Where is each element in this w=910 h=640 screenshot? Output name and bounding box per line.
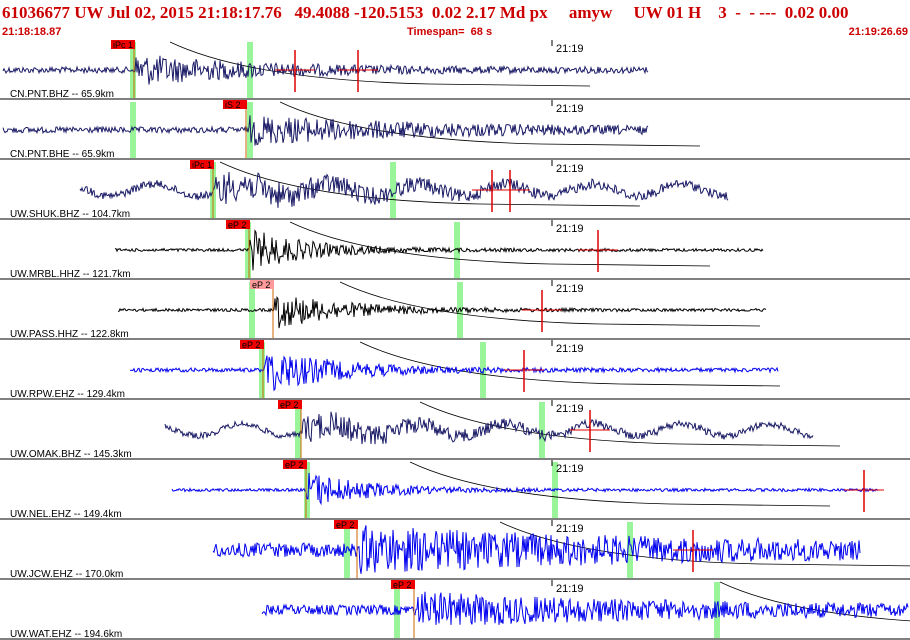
time-tick-label: 21:19: [556, 223, 584, 235]
moveout-curve: [719, 581, 910, 622]
channel-label: UW.NEL.EHZ -- 149.4km: [10, 509, 122, 520]
channel-row[interactable]: 21:19 eP 2 UW.RPW.EHZ -- 129.4km: [0, 340, 910, 400]
phase-marker: [390, 162, 396, 218]
moveout-curve: [289, 221, 711, 267]
pick-flag-label: eP 2: [285, 460, 303, 470]
pick-flag[interactable]: [226, 220, 250, 229]
time-tick-label: 21:19: [556, 583, 584, 595]
channel-row[interactable]: 21:19 iS 2 CN.PNT.BHE -- 65.9km: [0, 100, 910, 160]
seismogram-trace: [212, 525, 861, 574]
phase-marker: [130, 42, 136, 98]
channel-label: CN.PNT.BHE -- 65.9km: [10, 149, 114, 160]
pick-flag[interactable]: [391, 580, 415, 589]
seismogram-trace: [2, 115, 649, 146]
pick-flag-label: eP 2: [242, 340, 260, 350]
moveout-curve: [419, 401, 841, 447]
waveform-panel[interactable]: 21:19 iPc 1 CN.PNT.BHZ -- 65.9km 21:19 iS 2 C…: [0, 40, 910, 640]
time-tick-label: 21:19: [556, 43, 584, 55]
phase-marker: [344, 522, 350, 578]
seismogram-trace: [2, 55, 649, 85]
moveout-curve: [169, 41, 591, 87]
channel-row[interactable]: 21:19 eP 2 UW.PASS.HHZ -- 122.8km: [0, 280, 910, 340]
time-tick-label: 21:19: [556, 283, 584, 295]
time-tick-label: 21:19: [556, 163, 584, 175]
seismogram-trace: [117, 296, 767, 329]
channel-label: UW.WAT.EHZ -- 194.6km: [10, 629, 122, 640]
seismogram-trace: [171, 472, 879, 506]
channel-label: UW.SHUK.BHZ -- 104.7km: [10, 209, 130, 220]
pick-flag[interactable]: [283, 460, 307, 469]
phase-marker: [295, 402, 301, 458]
channel-label: UW.PASS.HHZ -- 122.8km: [10, 329, 129, 340]
event-header: 61036677 UW Jul 02, 2015 21:18:17.76 49.…: [0, 0, 910, 40]
pick-flag-label: eP 2: [252, 280, 270, 290]
pick-flag-label: eP 2: [228, 220, 246, 230]
moveout-curve: [339, 281, 761, 327]
phase-marker: [247, 102, 253, 158]
phase-marker: [480, 342, 486, 398]
channel-label: UW.MRBL.HHZ -- 121.7km: [10, 269, 131, 280]
pick-flag-label: iPc 1: [192, 160, 212, 170]
seismogram-trace: [129, 355, 779, 392]
end-time: 21:19:26.69: [848, 26, 908, 38]
seismogram-trace: [261, 591, 909, 625]
pick-flag[interactable]: [111, 40, 135, 49]
phase-marker: [552, 462, 558, 518]
pick-flag-label: iS 2: [225, 100, 241, 110]
channel-row[interactable]: 21:19 eP 2 UW.NEL.EHZ -- 149.4km: [0, 460, 910, 520]
seismogram-trace: [79, 171, 729, 208]
start-time: 21:18:18.87: [2, 26, 62, 38]
moveout-curve: [219, 161, 641, 207]
phase-marker: [304, 462, 310, 518]
time-tick-label: 21:19: [556, 523, 584, 535]
channel-row[interactable]: 21:19 eP 2 UW.WAT.EHZ -- 194.6km: [0, 580, 910, 640]
seismogram-trace: [114, 229, 764, 271]
time-tick-label: 21:19: [556, 403, 584, 415]
moveout-curve: [279, 101, 701, 147]
moveout-curve: [409, 461, 831, 507]
time-tick-label: 21:19: [556, 343, 584, 355]
pick-flag-label: eP 2: [336, 520, 354, 530]
channel-row[interactable]: 21:19 eP 2 UW.JCW.EHZ -- 170.0km: [0, 520, 910, 580]
phase-marker: [249, 282, 255, 338]
phase-marker: [457, 282, 463, 338]
event-title: 61036677 UW Jul 02, 2015 21:18:17.76 49.…: [2, 3, 849, 22]
pick-flag[interactable]: [190, 160, 214, 169]
channel-row[interactable]: 21:19 eP 2 UW.MRBL.HHZ -- 121.7km: [0, 220, 910, 280]
channel-label: UW.RPW.EHZ -- 129.4km: [10, 389, 125, 400]
pick-flag[interactable]: [334, 520, 358, 529]
pick-flag-label: eP 2: [280, 400, 298, 410]
phase-marker: [247, 42, 253, 98]
channel-row[interactable]: 21:19 iPc 1 CN.PNT.BHZ -- 65.9km: [0, 40, 910, 100]
channel-label: CN.PNT.BHZ -- 65.9km: [10, 89, 114, 100]
pick-flag-label: iPc 1: [113, 40, 133, 50]
pick-flag[interactable]: [250, 280, 274, 289]
timespan: Timespan= 68 s: [407, 26, 493, 38]
seismogram-trace: [164, 411, 814, 445]
time-tick-label: 21:19: [556, 463, 584, 475]
phase-marker: [627, 522, 633, 578]
pick-flag-label: eP 2: [393, 580, 411, 590]
phase-marker: [245, 222, 251, 278]
time-tick-label: 21:19: [556, 103, 584, 115]
pick-flag[interactable]: [240, 340, 264, 349]
channel-label: UW.OMAK.BHZ -- 145.3km: [10, 449, 132, 460]
channel-row[interactable]: 21:19 eP 2 UW.OMAK.BHZ -- 145.3km: [0, 400, 910, 460]
pick-flag[interactable]: [278, 400, 302, 409]
moveout-curve: [359, 341, 781, 387]
pick-flag[interactable]: [223, 100, 247, 109]
channel-row[interactable]: 21:19 iPc 1 UW.SHUK.BHZ -- 104.7km: [0, 160, 910, 220]
channel-label: UW.JCW.EHZ -- 170.0km: [10, 569, 123, 580]
